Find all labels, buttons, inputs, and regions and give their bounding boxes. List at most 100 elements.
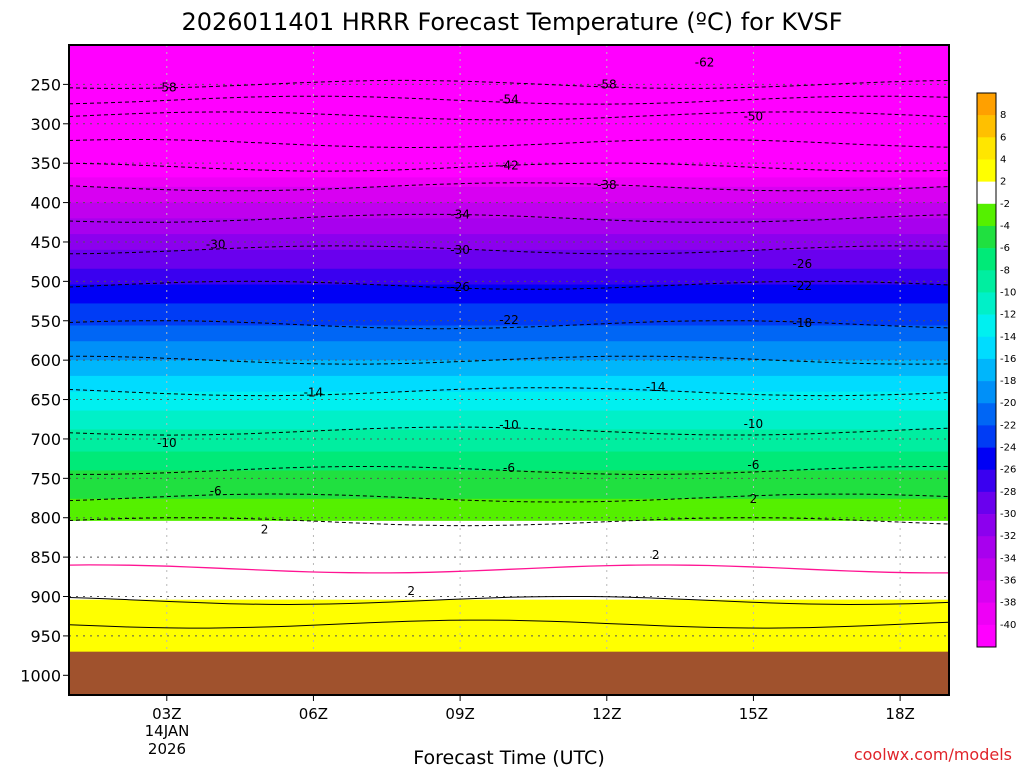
colorbar-tick-label: -18 [1000,376,1016,387]
x-tick-label: 12Z [592,705,621,723]
temperature-band-strip [69,297,949,301]
temperature-band-strip [69,253,949,257]
isotherm-label: -6 [503,461,515,475]
temperature-band-strip [69,98,949,103]
temperature-band-strip [69,139,949,144]
temperature-band-strip [69,334,949,339]
isotherm-label: -10 [499,418,519,432]
freezing-isotherm-line [69,564,949,574]
y-tick-label: 550 [30,312,61,331]
y-tick-label: 400 [30,194,61,213]
temperature-band-strip [69,51,949,56]
ground-surface [69,651,949,695]
temperature-band-strip [69,498,949,503]
temperature-band-strip [69,331,949,336]
temperature-band-strip [69,316,949,320]
temperature-band-strip [69,224,949,229]
isotherm-contour-layer [69,79,949,629]
temperature-band-strip [69,259,949,264]
time-axis: 03Z 06Z 09Z 12Z 15Z 18Z [152,695,915,723]
temperature-band-strip [69,281,949,286]
temperature-band-strip [69,590,949,594]
colorbar-tick-label: -32 [1000,531,1016,542]
temperature-band-strip [69,293,949,298]
temperature-band-strip [69,167,949,172]
temperature-band-strip [69,524,949,528]
temperature-band-strip [69,57,949,62]
plot-area: -62-58 -58-54-50-42-38-34-30 -30-26-26 -22-… [69,45,949,695]
temperature-band-strip [69,357,949,361]
temperature-band-strip [69,401,949,405]
temperature-band-strip [69,536,949,541]
temperature-band-strip [69,621,949,626]
credit-text: coolwx.com/models [854,745,1012,764]
temperature-band-strip [69,158,949,163]
temperature-band-strip [69,520,949,525]
temperature-band-strip [69,63,949,68]
colorbar-tick-label: -40 [1000,620,1016,631]
temperature-band-strip [69,448,949,453]
temperature-band-strip [69,366,949,371]
colorbar-segment [977,514,996,537]
temperature-band-strip [69,473,949,478]
temperature-band-strip [69,196,949,201]
temperature-band-strip [69,495,949,500]
temperature-band-strip [69,82,949,87]
temperature-band-strip [69,45,949,49]
isotherm-label: 2 [750,492,758,506]
temperature-band-strip [69,149,949,153]
temperature-band-strip [69,457,949,462]
temperature-band-strip [69,189,949,194]
temperature-band-strip [69,193,949,197]
isotherm-label: -6 [747,458,759,472]
temperature-band-strip [69,451,949,456]
temperature-band-strip [69,256,949,260]
temperature-band-strip [69,161,949,166]
temperature-band-strip [69,426,949,431]
temperature-band-strip [69,391,949,396]
temperature-band-strip [69,552,949,557]
temperature-band-strip [69,95,949,100]
isotherm-label: -50 [744,110,764,124]
temperature-band-strip [69,199,949,204]
pressure-axis: 250 300 350 400 450 500 550 600 650 700 750 800 850 9… [20,75,69,685]
colorbar-tick-label: -36 [1000,576,1016,587]
temperature-band-strip [69,505,949,509]
temperature-band-strip [69,454,949,459]
y-tick-label: 500 [30,272,61,291]
colorbar-segment [977,93,996,116]
temperature-band-strip [69,615,949,620]
temperature-band-strip [69,338,949,342]
temperature-band-strip [69,54,949,59]
temperature-band-strip [69,303,949,308]
colorbar-tick-label: -30 [1000,509,1016,520]
temperature-band-strip [69,369,949,374]
temperature-band-strip [69,126,949,131]
colorbar-tick-label: -38 [1000,598,1016,609]
colorbar-tick-label: -28 [1000,487,1016,498]
temperature-band-strip [69,89,949,93]
colorbar-segment [977,115,996,138]
isotherm-label: 2 [407,584,415,598]
temperature-band-strip [69,593,949,598]
temperature-band-strip [69,221,949,226]
temperature-band-strip [69,79,949,84]
temperature-band-strip [69,183,949,188]
temperature-band-strip [69,227,949,232]
isotherm-label: -22 [792,279,812,293]
temperature-band-strip [69,643,949,648]
y-tick-label: 650 [30,391,61,410]
temperature-band-strip [69,602,949,607]
date-label-day: 14JAN [145,722,190,740]
temperature-band-strip [69,435,949,440]
temperature-band-strip [69,624,949,629]
x-tick-label: 06Z [299,705,328,723]
x-tick-label: 09Z [445,705,474,723]
temperature-band-strip [69,413,949,418]
temperature-band-strip [69,382,949,386]
x-tick-label: 18Z [885,705,914,723]
x-tick-label: 15Z [739,705,768,723]
temperature-band-strip [69,350,949,355]
colorbar-tick-label: 4 [1000,155,1006,166]
temperature-band-strip [69,268,949,273]
